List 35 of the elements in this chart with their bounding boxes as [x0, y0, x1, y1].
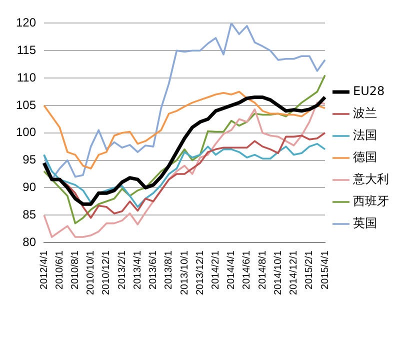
y-tick-label: 110 [16, 70, 36, 84]
x-tick-label: 2015/4/1 [320, 250, 331, 290]
x-tick-label: 2013/2/1 [116, 250, 128, 290]
y-tick-label: 90 [22, 180, 36, 194]
y-tick-label: 115 [16, 42, 36, 57]
x-tick-label: 2012/4/1 [38, 250, 50, 290]
x-tick-label: 2013/6/1 [148, 250, 160, 290]
legend-label: 意大利 [352, 172, 389, 186]
y-tick-label: 105 [16, 98, 36, 112]
x-tick-label: 2010/6/1 [54, 250, 66, 290]
y-tick-label: 95 [22, 152, 36, 167]
x-tick-label: 2014/8/1 [257, 250, 268, 290]
x-tick-label: 2013/8/1 [164, 250, 175, 290]
legend-label: 英国 [353, 216, 377, 230]
x-tick-label: 2014/12/1 [288, 250, 300, 296]
x-tick-label: 2013/12/1 [194, 250, 206, 296]
x-tick-label: 2013/4/1 [132, 250, 144, 290]
x-tick-label: 2014/4/1 [226, 250, 238, 290]
legend-label: 波兰 [353, 106, 377, 120]
x-tick-label: 2014/2/1 [210, 250, 222, 290]
x-tick-label: 2010/8/1 [70, 250, 81, 290]
x-tick-label: 2010/10/1 [86, 250, 97, 296]
y-tick-label: 80 [22, 234, 36, 249]
legend-label: 法国 [353, 128, 377, 142]
legend-label: 德国 [353, 150, 377, 164]
x-tick-label: 2013/10/1 [179, 250, 190, 296]
x-tick-label: 2010/12/1 [101, 250, 112, 296]
x-tick-label: 2015/2/1 [304, 250, 316, 290]
y-tick-label: 100 [16, 125, 36, 140]
legend-label: 西班牙 [353, 194, 389, 208]
legend-label: EU28 [353, 84, 385, 98]
y-tick-label: 85 [22, 207, 36, 222]
y-tick-label: 120 [16, 16, 36, 30]
x-tick-label: 2014/6/1 [242, 250, 253, 290]
x-tick-label: 2014/10/1 [272, 250, 284, 296]
